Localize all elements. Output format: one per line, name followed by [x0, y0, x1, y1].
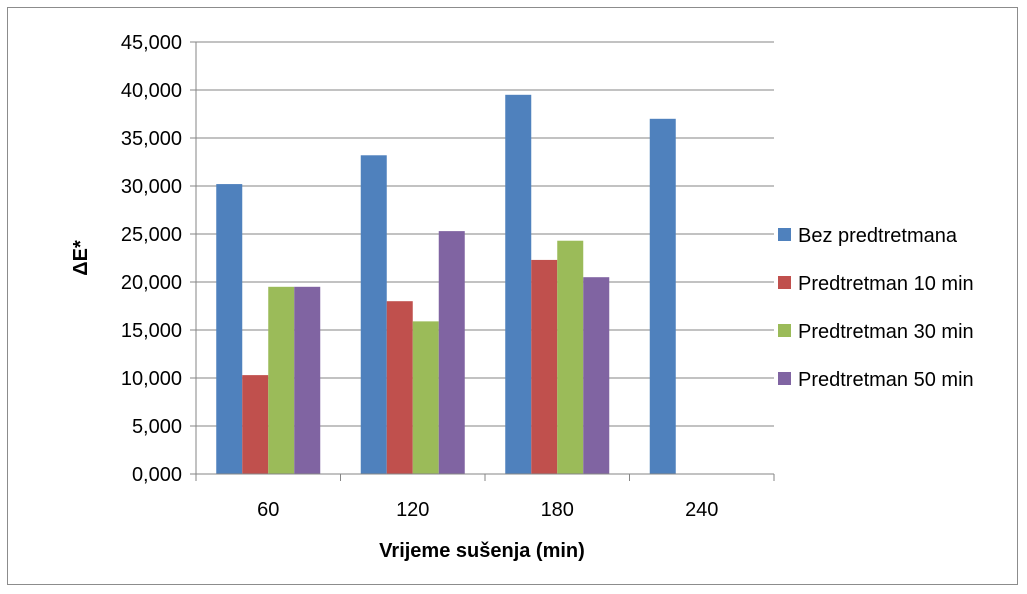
legend: Bez predtretmana Predtretman 10 min Predtr… — [778, 225, 974, 391]
bar — [360, 155, 387, 474]
y-tick-label: 25,000 — [121, 224, 182, 246]
legend-label: Predtretman 30 min — [798, 321, 974, 343]
legend-swatch — [778, 324, 791, 337]
bar — [531, 259, 558, 474]
bar — [505, 94, 532, 475]
x-tick-label: 60 — [257, 499, 279, 521]
y-tick-label: 35,000 — [121, 128, 182, 150]
x-axis-ticks: 60 120 180 240 — [195, 474, 775, 521]
x-tick-label: 120 — [396, 499, 429, 521]
bar — [557, 240, 584, 474]
y-tick-label: 30,000 — [121, 176, 182, 198]
bar — [438, 231, 465, 474]
legend-label: Bez predtretmana — [798, 225, 958, 247]
legend-swatch — [778, 372, 791, 385]
legend-swatch — [778, 276, 791, 289]
y-tick-label: 5,000 — [132, 416, 182, 438]
y-axis-ticks: 0,000 5,000 10,000 15,000 20,000 25,000 30,000… — [121, 32, 196, 486]
legend-label: Predtretman 10 min — [798, 273, 974, 295]
y-tick-label: 40,000 — [121, 80, 182, 102]
bar — [242, 375, 269, 474]
y-axis-title: ΔE* — [70, 240, 92, 276]
y-tick-label: 15,000 — [121, 320, 182, 342]
y-tick-label: 45,000 — [121, 32, 182, 54]
y-tick-label: 10,000 — [121, 368, 182, 390]
x-tick-label: 240 — [685, 499, 718, 521]
bar — [216, 184, 243, 474]
bar — [386, 301, 413, 474]
x-axis-title: Vrijeme sušenja (min) — [379, 540, 585, 562]
bar — [583, 277, 610, 474]
x-tick-label: 180 — [541, 499, 574, 521]
y-tick-label: 20,000 — [121, 272, 182, 294]
y-tick-label: 0,000 — [132, 464, 182, 486]
bars — [216, 94, 676, 475]
bar — [412, 321, 439, 474]
bar — [649, 118, 676, 475]
legend-swatch — [778, 228, 791, 241]
bar — [294, 286, 321, 474]
bar — [268, 286, 295, 474]
legend-label: Predtretman 50 min — [798, 369, 974, 391]
